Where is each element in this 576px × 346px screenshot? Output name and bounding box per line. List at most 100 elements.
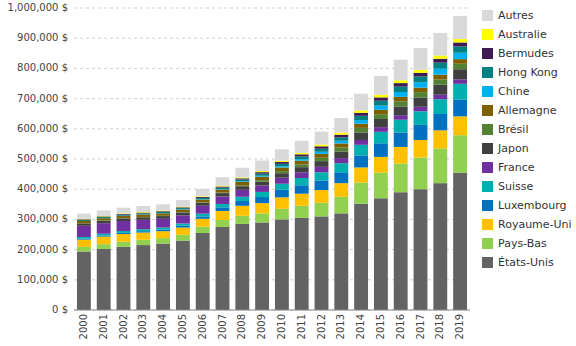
bar-segment (275, 161, 289, 162)
bar-segment (414, 140, 428, 158)
x-tick-label: 2007 (217, 314, 228, 339)
legend-swatch (482, 124, 493, 135)
legend-label: Brésil (498, 123, 528, 136)
y-tick-label: 500,000 $ (17, 153, 68, 164)
bar-segment (275, 167, 289, 171)
bar-segment (295, 218, 309, 310)
bar-segment (394, 164, 408, 193)
x-tick-label: 2012 (316, 314, 327, 339)
bar-segment (117, 221, 131, 231)
bar-segment (394, 97, 408, 101)
bar-segment (275, 184, 289, 190)
x-tick-label: 2016 (395, 314, 406, 339)
legend-swatch (482, 86, 493, 97)
bar-segment (196, 233, 210, 310)
bar-segment (176, 241, 190, 310)
bar-segment (295, 178, 309, 185)
bar-segment (453, 116, 467, 135)
grid (74, 8, 470, 310)
bar-segment (136, 213, 150, 214)
bar-segment (117, 233, 131, 234)
bar-segment (97, 237, 111, 245)
bar-segment (354, 145, 368, 156)
x-tick-label: 2000 (78, 314, 89, 339)
bar-segment (275, 190, 289, 198)
legend-swatch (482, 257, 493, 268)
x-tick-label: 2006 (197, 314, 208, 339)
bar-segment (216, 177, 230, 185)
bar-segment (255, 177, 269, 180)
bar-segment (354, 113, 368, 116)
grid-line (74, 128, 470, 129)
bar-segment (354, 167, 368, 182)
bar-segment (216, 207, 230, 211)
bar-segment (334, 172, 348, 183)
bar-segment (295, 159, 309, 161)
legend-swatch (482, 48, 493, 59)
bar-segment (117, 208, 131, 214)
x-tick-label: 2008 (236, 314, 247, 339)
bar-segment (453, 53, 467, 59)
bar-segment (394, 132, 408, 146)
bar-segment (453, 99, 467, 116)
bar-segment (77, 252, 91, 310)
bar-segment (156, 213, 170, 214)
bar-segment (136, 233, 150, 240)
bar-segment (216, 188, 230, 190)
bar-segment (196, 199, 210, 200)
bar-segment (136, 229, 150, 231)
bar-segment (77, 240, 91, 247)
bar-segment (453, 16, 467, 39)
bar-segment (315, 190, 329, 203)
bar-segment (196, 219, 210, 227)
grid-line (74, 249, 470, 250)
bar-segment (315, 149, 329, 152)
grid-line (74, 279, 470, 280)
bar-segment (414, 97, 428, 106)
bar-segment (255, 171, 269, 172)
bar-segment (255, 213, 269, 222)
x-tick-label: 2003 (137, 314, 148, 339)
bar-segment (216, 211, 230, 220)
bar-segment (433, 130, 447, 148)
grid-line (74, 98, 470, 99)
bar-segment (394, 106, 408, 115)
bar-segment (176, 208, 190, 209)
bar-segment (433, 79, 447, 84)
bar-segment (156, 212, 170, 213)
bar-segment (394, 192, 408, 310)
bar-segment (394, 115, 408, 120)
bar-segment (235, 224, 249, 310)
bar-segment (414, 48, 428, 70)
bar-segment (216, 186, 230, 187)
x-tick-label: 2013 (335, 314, 346, 339)
grid-line (74, 8, 470, 9)
y-tick-label: 200,000 $ (17, 244, 68, 255)
bar-segment (433, 59, 447, 63)
bar-segment (374, 173, 388, 199)
bar-segment (235, 168, 249, 178)
bar-segment (275, 178, 289, 184)
bar-segment (295, 206, 309, 218)
bar-segment (433, 56, 447, 59)
bar-segment (334, 141, 348, 144)
legend-swatch (482, 105, 493, 116)
bar-segment (255, 174, 269, 176)
bar-segment (275, 197, 289, 208)
x-tick-label: 2002 (118, 314, 129, 339)
bar-segment (374, 157, 388, 173)
bar-segment (136, 206, 150, 212)
bar-segment (196, 198, 210, 199)
bar-segment (453, 69, 467, 79)
bar-segment (295, 194, 309, 206)
bar-segment (117, 216, 131, 218)
bar-segment (255, 161, 269, 172)
x-axis: 2000200120022003200420052006200720082009… (74, 310, 470, 339)
bar-segment (216, 204, 230, 207)
legend-label: France (498, 161, 535, 174)
y-tick-label: 900,000 $ (17, 32, 68, 43)
x-tick-label: 2018 (434, 314, 445, 339)
legend-swatch (482, 162, 493, 173)
bar-segment (136, 220, 150, 229)
x-tick-label: 2014 (355, 314, 366, 339)
